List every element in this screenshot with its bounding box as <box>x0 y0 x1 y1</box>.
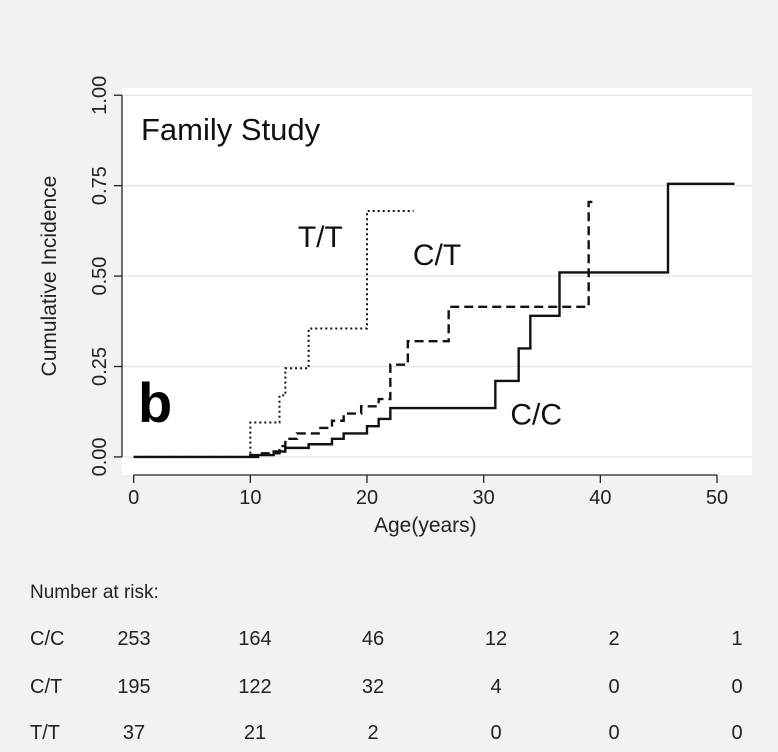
risk-cell: 12 <box>484 628 508 650</box>
risk-cell: 0 <box>731 676 743 698</box>
risk-cell: 32 <box>361 676 385 698</box>
x-axis-title: Age(years) <box>374 514 477 537</box>
y-tick-label: 1.00 <box>89 76 111 115</box>
x-tick-label: 50 <box>706 487 728 509</box>
y-tick-label: 0.50 <box>89 257 111 296</box>
risk-row-tt: T/T 37 21 2 0 0 0 <box>0 722 778 752</box>
series-line-cc <box>133 182 735 459</box>
cumulative-incidence-chart: 0.00 0.25 0.50 0.75 1.00 0 10 20 30 40 50 Age(years… <box>38 76 752 537</box>
risk-cell: 0 <box>490 722 502 744</box>
risk-cell: 2 <box>367 722 379 744</box>
x-tick-label: 40 <box>589 487 611 509</box>
risk-cell: 37 <box>122 722 146 744</box>
risk-cell: 21 <box>243 722 267 744</box>
risk-row-label: C/C <box>30 628 65 650</box>
risk-cell: 46 <box>361 628 385 650</box>
y-tick-label: 0.00 <box>89 437 111 476</box>
plot-area <box>122 88 752 475</box>
risk-cell: 4 <box>490 676 502 698</box>
risk-cell: 195 <box>117 676 151 698</box>
x-tick-label: 0 <box>128 487 139 509</box>
panel-label: b <box>138 371 172 434</box>
x-tick-label: 10 <box>239 487 261 509</box>
series-line-ct <box>250 200 595 459</box>
risk-cell: 122 <box>238 676 272 698</box>
risk-row-cc: C/C 253 164 46 12 2 1 <box>0 628 778 658</box>
risk-cell: 253 <box>117 628 151 650</box>
annotation-title: Family Study <box>141 112 321 147</box>
risk-row-label: C/T <box>30 676 63 698</box>
series-label: C/T <box>413 239 461 272</box>
x-tick-label: 20 <box>356 487 378 509</box>
risk-cell: 164 <box>238 628 272 650</box>
y-tick-label: 0.25 <box>89 347 111 386</box>
risk-cell: 0 <box>608 676 620 698</box>
series-line-tt <box>133 209 414 458</box>
risk-cell: 2 <box>608 628 620 650</box>
series-label: T/T <box>298 221 343 254</box>
x-tick-label: 30 <box>473 487 495 509</box>
y-tick-label: 0.75 <box>89 166 111 205</box>
y-axis-title: Cumulative Incidence <box>38 176 61 377</box>
risk-table-title: Number at risk: <box>30 582 159 603</box>
series-label: C/C <box>510 398 562 431</box>
risk-row-label: T/T <box>30 722 60 744</box>
risk-cell: 0 <box>731 722 743 744</box>
risk-cell: 0 <box>608 722 620 744</box>
risk-cell: 1 <box>731 628 743 650</box>
risk-row-ct: C/T 195 122 32 4 0 0 <box>0 676 778 706</box>
